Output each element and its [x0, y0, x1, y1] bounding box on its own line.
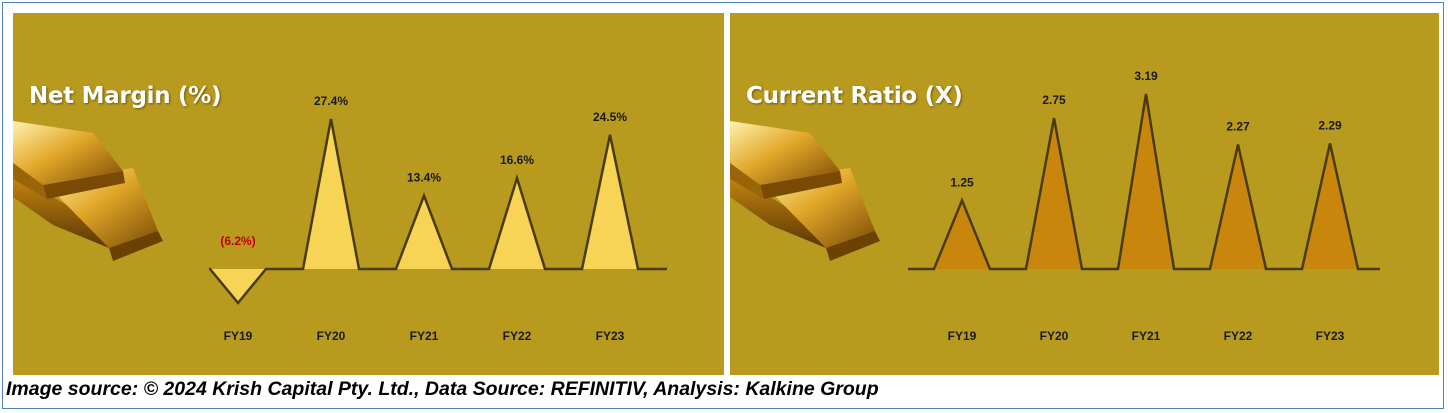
value-label: 13.4%: [407, 171, 441, 185]
gold-bars-icon: [730, 121, 880, 261]
value-label: 2.75: [1042, 93, 1066, 107]
current-ratio-panel: Current Ratio (X) 1.25 FY19 2.75 FY20 3.19 FY…: [730, 13, 1439, 375]
category-label: FY23: [1316, 329, 1345, 343]
peak-fy20: [1026, 118, 1082, 269]
peak-fy21: [1118, 94, 1174, 269]
category-label: FY22: [1224, 329, 1253, 343]
value-label: (6.2%): [220, 234, 255, 248]
peak-fy21: [396, 195, 452, 269]
image-source-caption: Image source: © 2024 Krish Capital Pty. …: [6, 378, 879, 400]
peak-fy22: [1210, 144, 1266, 269]
category-label: FY20: [317, 329, 346, 343]
category-label: FY22: [503, 329, 532, 343]
peak-fy20: [303, 119, 359, 269]
category-label: FY19: [948, 329, 977, 343]
category-label: FY21: [410, 329, 439, 343]
peak-outline: [209, 118, 667, 305]
gold-bars-icon: [13, 121, 163, 261]
value-label: 24.5%: [593, 110, 627, 124]
value-label: 3.19: [1134, 69, 1158, 83]
category-label: FY20: [1040, 329, 1069, 343]
value-label: 27.4%: [314, 94, 348, 108]
value-label: 2.29: [1318, 118, 1342, 132]
net-margin-panel: Net Margin (%) (6.2%) FY19 27.4% FY20 13.4% F…: [13, 13, 724, 375]
chart-title: Net Margin (%): [29, 83, 222, 109]
peak-fy22: [489, 178, 545, 269]
value-label: 1.25: [950, 175, 974, 189]
current-ratio-chart: 1.25 FY19 2.75 FY20 3.19 FY21 2.27 FY22 2.29 FY23: [908, 69, 1380, 343]
category-label: FY19: [224, 329, 253, 343]
chart-title: Current Ratio (X): [746, 83, 963, 109]
net-margin-chart: (6.2%) FY19 27.4% FY20 13.4% FY21 16.6% FY22 24.…: [209, 94, 667, 343]
peak-fy19: [210, 269, 266, 303]
category-label: FY23: [596, 329, 625, 343]
category-label: FY21: [1132, 329, 1161, 343]
peak-outline: [908, 93, 1380, 271]
peak-fy19: [934, 200, 990, 269]
peak-fy23: [582, 134, 638, 269]
value-label: 16.6%: [500, 153, 534, 167]
peak-fy23: [1302, 143, 1358, 269]
value-label: 2.27: [1226, 119, 1250, 133]
